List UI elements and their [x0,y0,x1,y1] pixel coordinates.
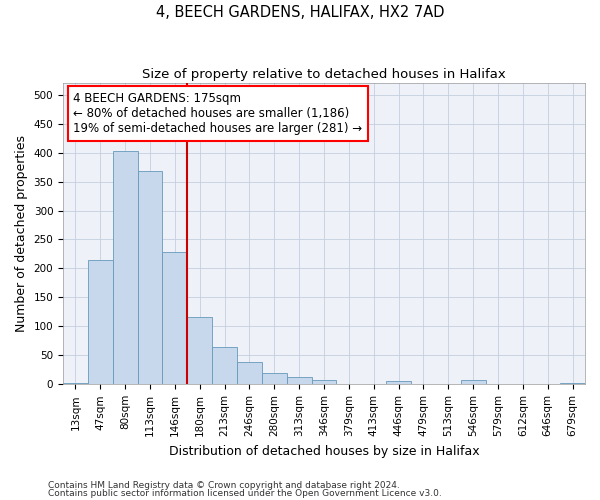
Bar [287,377,311,384]
Bar [311,380,337,384]
Bar [187,316,212,384]
Bar [212,346,237,385]
Text: Contains public sector information licensed under the Open Government Licence v3: Contains public sector information licen… [48,489,442,498]
Bar [137,171,163,384]
Bar [386,381,411,384]
Text: 4, BEECH GARDENS, HALIFAX, HX2 7AD: 4, BEECH GARDENS, HALIFAX, HX2 7AD [156,5,444,20]
Bar [461,380,485,384]
Text: Contains HM Land Registry data © Crown copyright and database right 2024.: Contains HM Land Registry data © Crown c… [48,480,400,490]
Title: Size of property relative to detached houses in Halifax: Size of property relative to detached ho… [142,68,506,80]
Bar [237,362,262,384]
Bar [560,383,585,384]
Bar [113,151,137,384]
Text: 4 BEECH GARDENS: 175sqm
← 80% of detached houses are smaller (1,186)
19% of semi: 4 BEECH GARDENS: 175sqm ← 80% of detache… [73,92,362,135]
Bar [88,260,113,384]
Y-axis label: Number of detached properties: Number of detached properties [15,135,28,332]
X-axis label: Distribution of detached houses by size in Halifax: Distribution of detached houses by size … [169,444,479,458]
Bar [63,383,88,384]
Bar [163,252,187,384]
Bar [262,372,287,384]
